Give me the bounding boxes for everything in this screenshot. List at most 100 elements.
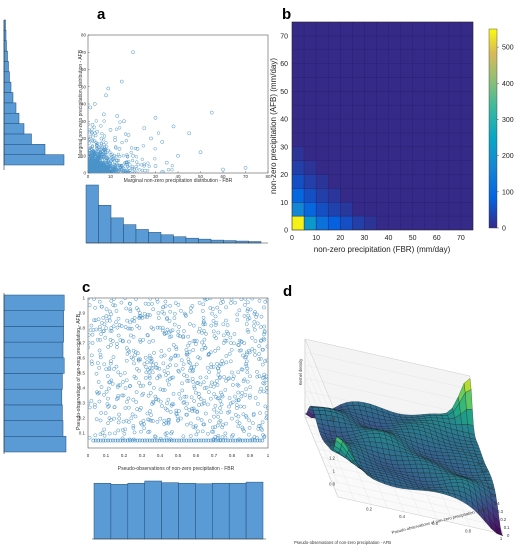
data-point	[88, 303, 92, 307]
data-point	[184, 406, 189, 411]
marginal-histogram-x-a	[85, 184, 268, 244]
data-point	[250, 347, 255, 351]
data-point	[242, 341, 247, 345]
data-point	[145, 411, 150, 416]
data-point	[88, 130, 91, 134]
data-point	[96, 317, 101, 322]
data-point	[171, 124, 176, 129]
data-point	[125, 171, 129, 173]
data-point	[235, 312, 240, 317]
data-point	[91, 135, 95, 139]
data-point	[111, 168, 115, 172]
y-axis-label-b: non-zero precipitation (AFB) (mm/day)	[269, 58, 278, 194]
data-point	[224, 378, 228, 383]
y-tick-label: 30	[280, 144, 288, 151]
data-point	[216, 433, 221, 438]
data-point	[116, 420, 121, 425]
data-point	[244, 362, 248, 366]
data-point	[247, 395, 252, 400]
data-point	[191, 438, 196, 443]
data-point	[132, 430, 137, 435]
data-point	[96, 145, 101, 150]
data-point	[140, 393, 145, 397]
z-tick-label: 1.2	[329, 456, 335, 461]
histogram-bar	[223, 240, 237, 244]
data-point	[121, 154, 125, 158]
x-tick-label: 0	[87, 453, 90, 458]
data-point	[149, 136, 153, 141]
data-point	[89, 147, 94, 151]
data-point	[153, 365, 158, 370]
y-tick-label: 0.4	[79, 386, 86, 391]
data-point	[181, 334, 186, 339]
data-point	[265, 406, 268, 410]
data-point	[182, 438, 186, 443]
data-point	[153, 434, 158, 439]
heatmap-cell	[292, 146, 305, 161]
data-point	[195, 381, 199, 386]
data-point	[172, 311, 177, 316]
data-point	[244, 364, 249, 368]
data-point	[246, 330, 251, 334]
data-point	[171, 343, 176, 347]
data-point	[220, 435, 225, 439]
data-point	[185, 401, 189, 406]
colorbar-tick-label: 200	[502, 153, 514, 160]
colorbar-tick-label: 400	[502, 81, 514, 88]
data-point	[150, 438, 155, 443]
data-point	[99, 332, 104, 336]
data-point	[93, 305, 97, 310]
data-point	[131, 424, 136, 428]
data-point	[130, 158, 135, 163]
data-point	[248, 393, 252, 398]
data-point	[158, 416, 163, 421]
data-point	[92, 125, 96, 129]
y-tick-label: 0	[83, 171, 86, 176]
data-point	[106, 162, 110, 166]
histogram-bar	[210, 239, 224, 244]
data-point	[203, 346, 208, 350]
data-point	[220, 423, 225, 427]
data-point	[229, 298, 234, 302]
data-point	[179, 308, 183, 313]
data-point	[237, 421, 242, 426]
histogram-bar	[3, 92, 14, 104]
data-point	[146, 393, 151, 398]
data-point	[117, 412, 121, 417]
y-tick-label: 20	[280, 172, 288, 179]
y-tick-label: 70	[81, 50, 87, 55]
data-point	[255, 321, 260, 326]
x-tick-label: 0	[507, 533, 510, 538]
data-point	[220, 394, 225, 399]
data-point	[127, 384, 132, 389]
data-point	[174, 438, 179, 443]
x-tick-label: 10	[108, 174, 114, 179]
data-point	[122, 166, 126, 170]
data-point	[100, 304, 104, 309]
data-point	[259, 426, 263, 431]
data-point	[101, 158, 105, 162]
data-point	[129, 146, 134, 150]
histogram-bar	[123, 224, 137, 244]
data-point	[130, 165, 135, 169]
data-point	[114, 320, 118, 325]
data-point	[213, 438, 218, 443]
data-point	[101, 315, 106, 320]
data-point	[261, 336, 266, 341]
x-tick-label: 0.7	[484, 477, 490, 482]
data-point	[135, 366, 139, 371]
x-tick-label: 20	[336, 235, 344, 242]
data-point	[226, 377, 230, 381]
data-point	[257, 374, 262, 379]
data-point	[123, 438, 128, 443]
data-point	[257, 423, 261, 428]
data-point	[257, 438, 262, 443]
data-point	[217, 376, 222, 380]
data-point	[126, 133, 131, 137]
data-point	[106, 396, 110, 401]
data-point	[104, 93, 108, 98]
data-point	[94, 327, 99, 332]
data-point	[244, 352, 249, 357]
data-point	[147, 313, 152, 318]
data-point	[132, 361, 136, 366]
